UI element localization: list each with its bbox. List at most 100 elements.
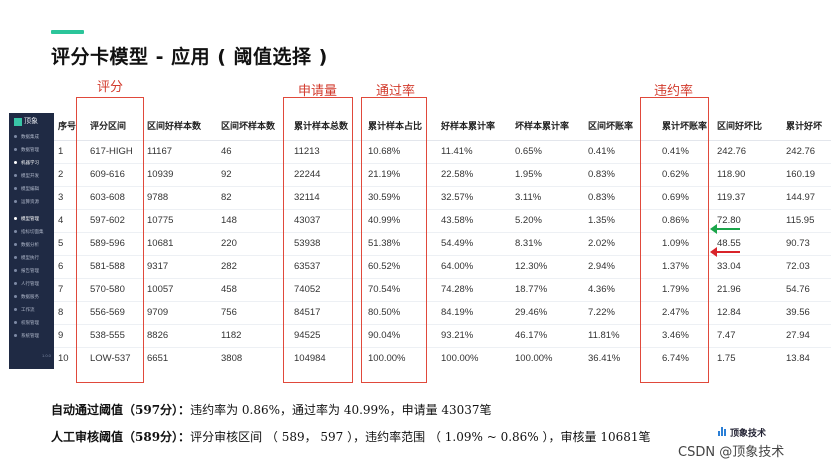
table-cell: 54.76 (786, 284, 810, 295)
sidebar: 顶象 数据集成数据管理机器学习模型开发模型编辑运算资源模型管理指标切面集数据分析… (9, 113, 54, 369)
table-cell: 242.76 (786, 146, 816, 157)
table-cell: 597-602 (90, 215, 125, 226)
table-cell: 609-616 (90, 169, 125, 180)
table-cell: 589-596 (90, 238, 125, 249)
sidebar-item[interactable]: 数据集成 (13, 131, 51, 142)
sidebar-logo-text: 顶象 (24, 118, 38, 125)
table-cell: 4.36% (588, 284, 615, 295)
table-cell: 0.69% (662, 192, 689, 203)
table-cell: 148 (221, 215, 237, 226)
sidebar-item[interactable]: 模型执行 (13, 252, 51, 263)
sidebar-item[interactable]: 模型管理 (13, 213, 51, 224)
sidebar-item-dot-icon (14, 295, 17, 298)
column-header: 累计好坏 (786, 121, 823, 131)
sidebar-item-dot-icon (14, 135, 17, 138)
table-cell: 39.56 (786, 307, 810, 318)
auto-threshold-text: 违约率为 0.86%，通过率为 40.99%，申请量 43037笔 (190, 403, 492, 417)
table-cell: 93.21% (441, 330, 474, 341)
table-cell: 104984 (294, 353, 326, 364)
table-cell: 581-588 (90, 261, 125, 272)
table-cell: 94525 (294, 330, 321, 341)
sidebar-item[interactable]: 数据分析 (13, 239, 51, 250)
manual-threshold-text: 评分审核区间 （ 589， 597 ），违约率范围 （ 1.09% ~ 0.86… (190, 430, 651, 444)
sidebar-item[interactable]: 指标切面集 (13, 226, 51, 237)
sidebar-item-dot-icon (14, 308, 17, 311)
table-cell: 32.57% (441, 192, 474, 203)
table-cell: 570-580 (90, 284, 125, 295)
sidebar-item[interactable]: 工作流 (13, 304, 51, 315)
sidebar-item-label: 工作流 (21, 307, 35, 312)
sidebar-item[interactable]: 人行管理 (13, 278, 51, 289)
table-row: 1 617-HIGH 11167 46 11213 10.68% 11.41% 0.65% 0.… (54, 140, 831, 164)
sidebar-item-dot-icon (14, 187, 17, 190)
table-cell: 1.79% (662, 284, 689, 295)
table-cell: 22.58% (441, 169, 474, 180)
sidebar-item[interactable]: 模型编辑 (13, 183, 51, 194)
column-header: 序号 (58, 121, 77, 131)
sidebar-item[interactable]: 报告管理 (13, 265, 51, 276)
annotation-applications: 申请量 (298, 84, 338, 99)
column-header: 区间坏样本数 (221, 121, 276, 131)
table-cell: 74052 (294, 284, 321, 295)
sidebar-item-label: 报告管理 (21, 268, 39, 273)
table-cell: 70.54% (368, 284, 401, 295)
table-cell: 6651 (147, 353, 169, 364)
table-cell: 11.81% (588, 330, 620, 341)
table-cell: 12.84 (717, 307, 741, 318)
table-cell: 10681 (147, 238, 174, 249)
sidebar-item[interactable]: 权限管理 (13, 317, 51, 328)
table-cell: 0.62% (662, 169, 689, 180)
table-cell: 8 (58, 307, 64, 318)
sidebar-item-label: 数据集成 (21, 134, 39, 139)
column-header: 评分区间 (90, 121, 127, 131)
sidebar-item-label: 权限管理 (21, 320, 39, 325)
sidebar-item-dot-icon (14, 334, 17, 337)
table-cell: 10057 (147, 284, 174, 295)
sidebar-item-label: 模型执行 (21, 255, 39, 260)
table-cell: 2 (58, 169, 64, 180)
sidebar-item[interactable]: 数据服务 (13, 291, 51, 302)
table-cell: 13.84 (786, 353, 810, 364)
table-cell: 54.49% (441, 238, 474, 249)
table-cell: 603-608 (90, 192, 125, 203)
annotation-pass-rate: 通过率 (376, 84, 416, 99)
sidebar-item[interactable]: 机器学习 (13, 157, 51, 168)
sidebar-item[interactable]: 系统管理 (13, 330, 51, 341)
app-screenshot-panel: 顶象 数据集成数据管理机器学习模型开发模型编辑运算资源模型管理指标切面集数据分析… (9, 113, 831, 369)
manual-threshold-arrow-icon (710, 247, 742, 257)
sidebar-item-label: 运算资源 (21, 199, 39, 204)
table-cell: 72.80 (717, 215, 741, 226)
sidebar-item-dot-icon (14, 230, 17, 233)
sidebar-item-label: 数据分析 (21, 242, 39, 247)
table-cell: 3808 (221, 353, 243, 364)
title-accent-bar (51, 30, 84, 34)
table-cell: 1.75 (717, 353, 736, 364)
table-cell: 10939 (147, 169, 174, 180)
table-cell: 7.47 (717, 330, 736, 341)
table-row: 4 597-602 10775 148 43037 40.99% 43.58% 5.20% 1.… (54, 209, 831, 233)
sidebar-item-label: 模型开发 (21, 173, 39, 178)
sidebar-item[interactable]: 运算资源 (13, 196, 51, 207)
table-cell: 29.46% (515, 307, 548, 318)
table-cell: 100.00% (515, 353, 553, 364)
sidebar-item-dot-icon (14, 174, 17, 177)
table-cell: 63537 (294, 261, 321, 272)
table-cell: 72.03 (786, 261, 810, 272)
table-cell: 0.83% (588, 169, 615, 180)
table-cell: 48.55 (717, 238, 741, 249)
table-cell: 9709 (147, 307, 169, 318)
table-cell: 458 (221, 284, 237, 295)
sidebar-item[interactable]: 模型开发 (13, 170, 51, 181)
sidebar-item-label: 系统管理 (21, 333, 39, 338)
table-cell: 30.59% (368, 192, 401, 203)
sidebar-item-label: 数据服务 (21, 294, 39, 299)
column-header: 好样本累计率 (441, 121, 496, 131)
table-cell: 11.41% (441, 146, 473, 157)
column-header: 累计样本总数 (294, 121, 349, 131)
table-cell: 538-555 (90, 330, 125, 341)
table-cell: 3.46% (662, 330, 689, 341)
table-cell: 0.65% (515, 146, 542, 157)
table-cell: 11167 (147, 146, 173, 157)
table-cell: 556-569 (90, 307, 125, 318)
sidebar-item[interactable]: 数据管理 (13, 144, 51, 155)
